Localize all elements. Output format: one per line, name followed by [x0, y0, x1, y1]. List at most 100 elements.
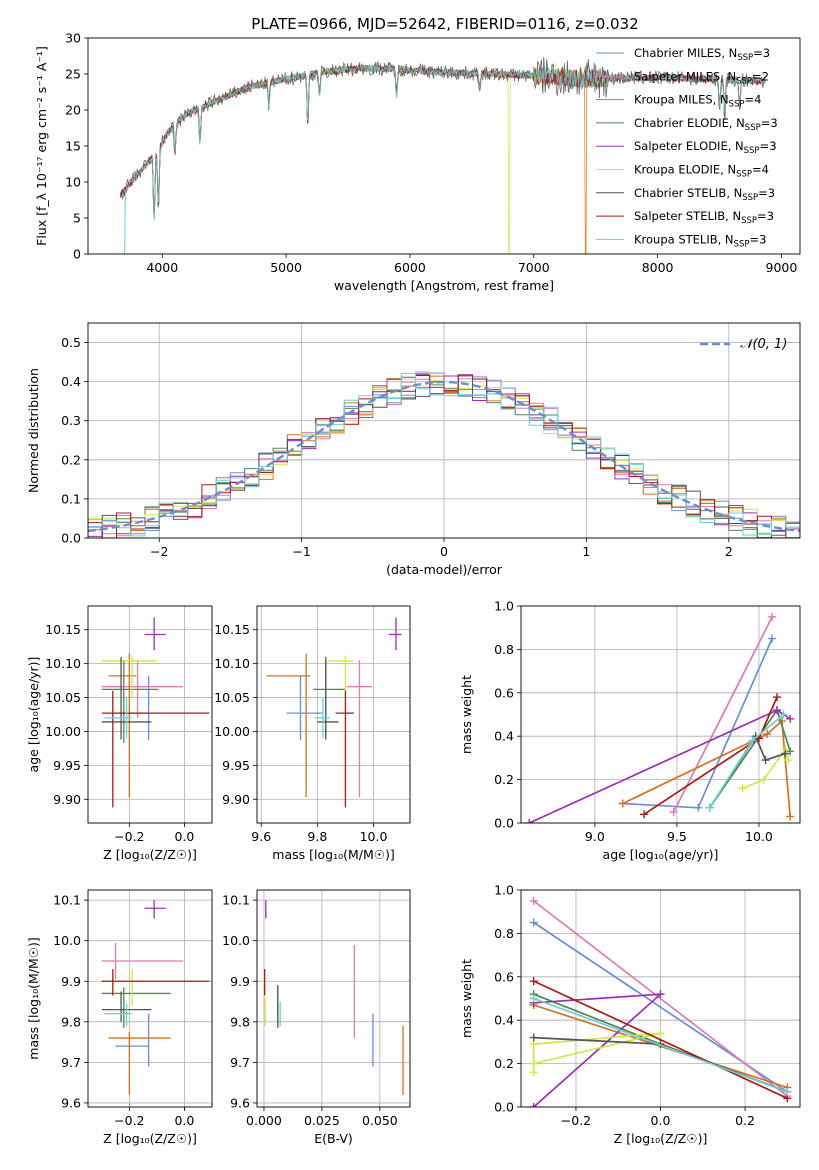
weight_vs_age-marker — [525, 819, 534, 823]
spectrum-xtick-label: 5000 — [270, 260, 302, 275]
weight_vs_age-ytick-label: 1.0 — [494, 599, 514, 614]
residual_hist-ytick-label: 0.4 — [61, 374, 81, 389]
age_vs_Z-ytick-label: 10.10 — [45, 656, 81, 671]
age_vs_Z-xlabel: Z [log₁₀(Z/Z☉)] — [103, 847, 197, 862]
weight_vs_age-marker — [618, 799, 627, 808]
weight_vs_age-frame — [520, 605, 801, 824]
gaussian-curve — [88, 380, 800, 533]
age_vs_Z-xtick-label: 0.0 — [174, 829, 194, 844]
residual_hist-xtick-label: −2 — [150, 544, 168, 559]
age_vs_Z-ytick-label: 9.90 — [53, 792, 81, 807]
weight_vs_age-marker — [748, 736, 757, 745]
weight_vs_age-marker — [784, 756, 793, 765]
spectrum-ytick-label: 0 — [73, 247, 81, 262]
weight_vs_Z-marker — [529, 918, 538, 927]
weight_vs_age-series-5 — [742, 747, 790, 790]
spectrum-xtick-label: 8000 — [642, 260, 674, 275]
mass_vs_ebv-ytick-label: 9.7 — [230, 1055, 250, 1070]
mass_vs_Z-panel: −0.2 0.0 9.6 9.7 9.8 9.9 10.0 10.1 Z [log₁₀(Z/Z☉… — [26, 889, 213, 1146]
mass_vs_ebv-ytick-label: 9.9 — [230, 974, 250, 989]
spectrum-frame — [87, 37, 801, 255]
weight_vs_Z-marker — [529, 1033, 538, 1042]
mass_vs_ebv-ytick-label: 9.6 — [230, 1095, 250, 1110]
spectrum-ytick-label: 25 — [65, 67, 81, 82]
spectrum-xtick-label: 7000 — [518, 260, 550, 275]
spectrum-series-8 — [120, 64, 766, 254]
weight_vs_age-marker — [786, 747, 795, 756]
spectrum-panel: 4000 5000 6000 7000 8000 9000 0 5 10 15 20 25 30 wave… — [34, 31, 801, 293]
weight_vs_Z-marker — [656, 1029, 665, 1038]
legend-label: Kroupa STELIB, NSSP=3 — [634, 232, 766, 249]
weight_vs_Z-ytick-label: 0.8 — [494, 926, 514, 941]
age_vs_Z-ytick-label: 10.15 — [45, 622, 81, 637]
figure-title: PLATE=0966, MJD=52642, FIBERID=0116, z=0… — [251, 15, 638, 33]
weight_vs_age-ytick-label: 0.0 — [494, 816, 514, 831]
weight_vs_Z-xtick-label: −0.2 — [561, 1113, 591, 1128]
mass_vs_ebv-plot — [263, 900, 404, 1095]
weight_vs_Z-marker — [529, 994, 538, 1003]
hist-legend-label: 𝒩(0, 1) — [740, 337, 787, 352]
legend-label: Chabrier ELODIE, NSSP=3 — [634, 116, 778, 133]
legend-label: Chabrier STELIB, NSSP=3 — [634, 186, 775, 203]
mass_vs_ebv-panel: 0.000 0.025 0.050 9.6 9.7 9.8 9.9 10.0 10.1 E(B-V… — [222, 889, 411, 1146]
mass_vs_Z-frame — [87, 889, 213, 1108]
legend-label: Chabrier MILES, NSSP=3 — [634, 46, 770, 63]
weight_vs_age-marker — [640, 810, 649, 819]
weight_vs_age-marker — [759, 775, 768, 784]
spectrum-xlabel: wavelength [Angstrom, rest frame] — [334, 278, 554, 293]
weight_vs_Z-ytick-label: 0.2 — [494, 1056, 514, 1071]
weight_vs_age-xtick-label: 10.0 — [745, 829, 773, 844]
spectrum-xtick-label: 4000 — [146, 260, 178, 275]
weight_vs_age-series-7 — [643, 696, 778, 816]
weight_vs_Z-marker — [529, 1103, 538, 1107]
legend-label: Salpeter STELIB, NSSP=3 — [634, 209, 774, 226]
weight_vs_Z-marker — [529, 977, 538, 986]
legend-label: Salpeter ELODIE, NSSP=3 — [634, 139, 777, 156]
weight_vs_age-marker — [768, 634, 777, 643]
residual_hist-xtick-label: −1 — [292, 544, 310, 559]
spectrum-ylabel: Flux [f_λ 10⁻¹⁷ erg cm⁻² s⁻¹ A⁻¹] — [34, 46, 49, 246]
mass_vs_Z-ytick-label: 9.6 — [61, 1095, 81, 1110]
weight_vs_age-marker — [761, 756, 770, 765]
residual_hist-xtick-label: 2 — [725, 544, 733, 559]
mass_vs_Z-xlabel: Z [log₁₀(Z/Z☉)] — [103, 1131, 197, 1146]
weight_vs_Z-xlabel: Z [log₁₀(Z/Z☉)] — [614, 1131, 708, 1146]
age_vs_mass-panel: 9.6 9.8 10.0 9.90 9.95 10.00 10.05 10.10 10.15 ma… — [214, 605, 411, 862]
mass_vs_Z-ylabel: mass [log₁₀(M/M☉)] — [26, 937, 41, 1059]
weight_vs_Z-ylabel: mass weight — [459, 959, 474, 1038]
weight_vs_Z-frame — [520, 889, 801, 1108]
weight_vs_Z-ytick-label: 0.4 — [494, 1013, 514, 1028]
weight_vs_Z-series-7 — [533, 980, 788, 1100]
age_vs_Z-ytick-label: 10.00 — [45, 724, 81, 739]
spectrum-xtick-label: 6000 — [394, 260, 426, 275]
residual_hist-plot — [88, 371, 800, 538]
spectrum-plot — [119, 56, 766, 254]
age_vs_Z-ylabel: age [log₁₀(age/yr)] — [26, 657, 41, 773]
age_vs_mass-xlabel: mass [log₁₀(M/M☉)] — [272, 847, 394, 862]
hist-series-8 — [88, 372, 800, 537]
age_vs_mass-ytick-label: 10.00 — [214, 724, 250, 739]
mass_vs_ebv-xtick-label: 0.050 — [362, 1113, 398, 1128]
mass_vs_Z-ytick-label: 10.1 — [53, 893, 81, 908]
age_vs_mass-xtick-label: 9.8 — [307, 829, 327, 844]
age_vs_mass-ytick-label: 9.90 — [222, 792, 250, 807]
age_vs_Z-frame — [87, 605, 213, 824]
spectrum-ytick-label: 20 — [65, 103, 81, 118]
mass_vs_Z-plot — [101, 900, 210, 1095]
mass_vs_Z-xtick-label: 0.0 — [174, 1113, 194, 1128]
age_vs_Z-ytick-label: 9.95 — [53, 758, 81, 773]
residual_hist-ytick-label: 0.1 — [61, 491, 81, 506]
weight_vs_Z-marker — [783, 1087, 792, 1096]
mass_vs_ebv-xlabel: E(B-V) — [314, 1131, 353, 1146]
weight_vs_Z-series-5 — [532, 1032, 661, 1073]
residual_hist-frame — [87, 322, 801, 539]
spectrum-ytick-label: 5 — [73, 211, 81, 226]
weight_vs_age-marker — [694, 803, 703, 812]
mass_vs_Z-grid — [88, 890, 212, 1107]
age_vs_mass-grid — [257, 606, 410, 823]
mass_vs_ebv-xtick-label: 0.000 — [246, 1113, 282, 1128]
weight_vs_Z-marker — [529, 896, 538, 905]
mass_vs_Z-ytick-label: 9.9 — [61, 974, 81, 989]
legend-label: Kroupa MILES, NSSP=4 — [634, 93, 761, 110]
